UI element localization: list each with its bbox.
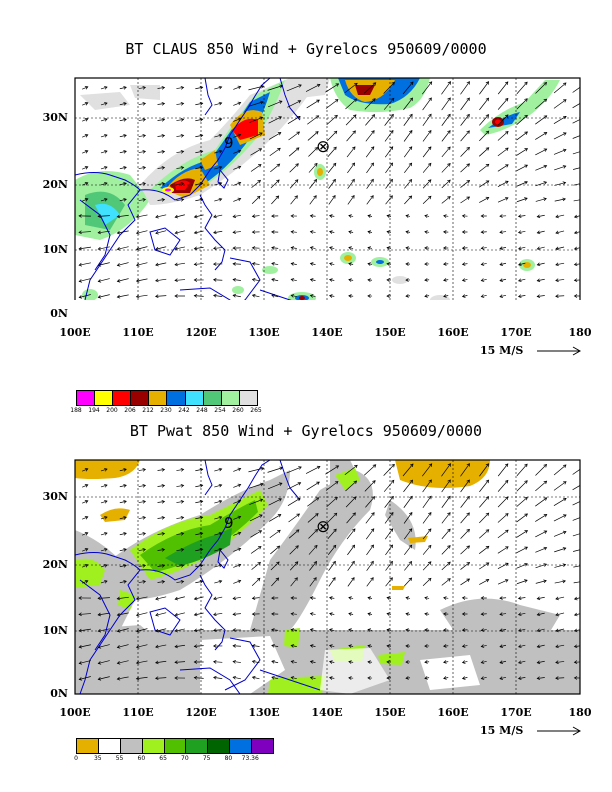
colorbar-label: 70 [181, 755, 189, 762]
colorbar-label: 265 [250, 407, 262, 414]
colorbar-label: 188 [70, 407, 82, 414]
cyclone-symbol: 9 [224, 514, 234, 532]
colorbar-swatch [239, 391, 257, 405]
colorbar-swatch [113, 391, 132, 405]
colorbar-swatch [164, 739, 187, 753]
colorbar-label: 260 [232, 407, 244, 414]
lon-label: 140E [311, 706, 343, 719]
colorbar-label: 80 [224, 755, 233, 762]
colorbar-label: 254 [214, 407, 226, 414]
grid [75, 460, 580, 694]
panel2-title: BT Pwat 850 Wind + Gyrelocs 950609/0000 [129, 422, 483, 440]
lon-label: 110E [122, 706, 154, 719]
lon-label: 160E [437, 706, 469, 719]
lon-label: 150E [374, 326, 406, 339]
colorbar-swatch [252, 739, 274, 753]
colorbar-swatch [98, 739, 121, 753]
lat-label: 30N [42, 490, 68, 503]
colorbar-label: 0 [74, 755, 78, 762]
precipitable-water-shading [75, 460, 580, 694]
panel1-map: 9 ⊗ [74, 77, 581, 300]
reference-vector-arrow [537, 726, 582, 736]
lon-label: 150E [374, 706, 406, 719]
colorbar-swatch [142, 739, 165, 753]
colorbar-label: 242 [178, 407, 190, 414]
colorbar-swatch [120, 739, 143, 753]
colorbar-label: 248 [196, 407, 208, 414]
panel1-title: BT CLAUS 850 Wind + Gyrelocs 950609/0000 [125, 40, 487, 58]
reference-vector-label: 15 M/S [480, 344, 524, 357]
lon-label: 120E [185, 326, 217, 339]
lat-label: 10N [42, 624, 68, 637]
wind-vectors [78, 81, 580, 299]
lat-label: 0N [50, 687, 68, 700]
colorbar-label: 230 [160, 407, 172, 414]
colorbar-label: 194 [88, 407, 100, 414]
lon-label: 180 [568, 706, 592, 719]
lat-label: 0N [50, 307, 68, 320]
colorbar-swatch [167, 391, 186, 405]
lon-label: 160E [437, 326, 469, 339]
colorbar-swatch [95, 391, 114, 405]
colorbar-label: 35 [93, 755, 102, 762]
reference-vector-arrow [537, 346, 582, 356]
colorbar-swatch [77, 391, 96, 405]
colorbar-label: 206 [124, 407, 136, 414]
lon-label: 130E [248, 326, 280, 339]
colorbar [76, 738, 274, 754]
colorbar-label: 200 [106, 407, 118, 414]
lon-label: 180 [568, 326, 592, 339]
colorbar-label: 60 [137, 755, 146, 762]
wind-vectors [78, 463, 580, 681]
lat-label: 20N [42, 178, 68, 191]
colorbar [76, 390, 258, 406]
lon-label: 100E [59, 326, 91, 339]
lon-label: 100E [59, 706, 91, 719]
lat-label: 20N [42, 558, 68, 571]
colorbar-label: 55 [115, 755, 124, 762]
lon-label: 130E [248, 706, 280, 719]
colorbar-swatch [149, 391, 168, 405]
gyre-location-marker: ⊗ [316, 517, 330, 537]
lat-label: 10N [42, 243, 68, 256]
coastline [75, 78, 301, 300]
colorbar-swatch [131, 391, 150, 405]
colorbar-swatch [203, 391, 222, 405]
colorbar-label: 73.36 [241, 755, 259, 762]
colorbar-label: 75 [202, 755, 211, 762]
colorbar-swatch [208, 739, 231, 753]
lon-label: 140E [311, 326, 343, 339]
colorbar-label: 65 [159, 755, 167, 762]
colorbar-swatch [77, 739, 99, 753]
gyre-location-marker: ⊗ [316, 137, 330, 157]
colorbar-swatch [185, 391, 204, 405]
grid [75, 78, 580, 300]
lat-label: 30N [42, 111, 68, 124]
cyclone-symbol: 9 [224, 134, 234, 152]
colorbar-swatch [186, 739, 209, 753]
cloud-shading [75, 78, 560, 300]
lon-label: 120E [185, 706, 217, 719]
lon-label: 170E [500, 326, 532, 339]
lon-label: 170E [500, 706, 532, 719]
colorbar-swatch [230, 739, 253, 753]
colorbar-label: 212 [142, 407, 154, 414]
lon-label: 110E [122, 326, 154, 339]
reference-vector-label: 15 M/S [480, 724, 524, 737]
colorbar-swatch [221, 391, 240, 405]
